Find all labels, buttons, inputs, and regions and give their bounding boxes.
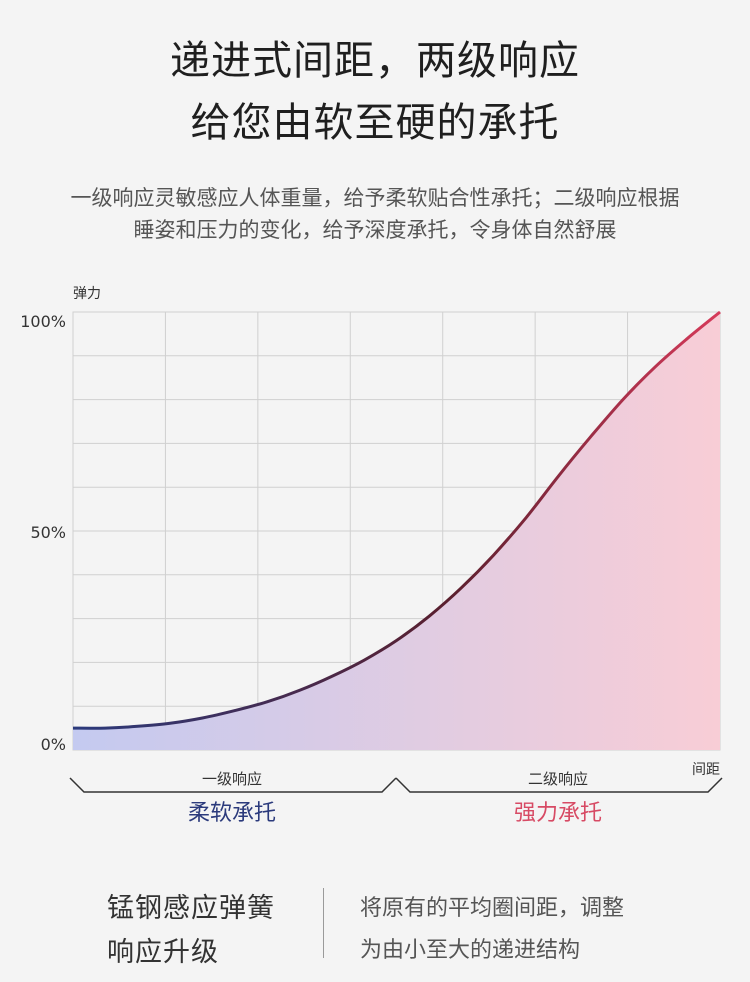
zone-label-primary: 一级响应 (202, 770, 262, 788)
curve-point (71, 726, 75, 730)
curve-point (265, 700, 269, 704)
curve-point (330, 674, 334, 678)
curve-point (653, 365, 657, 369)
zone-name-soft-support: 柔软承托 (188, 801, 276, 826)
zone-bracket-primary (69, 777, 397, 793)
curve-point (168, 721, 172, 725)
headline-line-1: 递进式间距，两级响应 (170, 38, 580, 84)
headline-line-2: 给您由软至硬的承托 (190, 100, 560, 146)
feature-title-line-1: 锰钢感应弹簧 (107, 893, 275, 924)
curve-point (362, 658, 366, 662)
elasticity-chart: 弹力 100% 50% 0% 间距 一级响应 二级响应 柔软承托 强力承托 (20, 286, 723, 826)
feature-desc-line-1: 将原有的平均圈间距，调整 (360, 896, 625, 921)
curve-point (395, 639, 399, 643)
curve-point (718, 310, 722, 314)
curve-point (621, 398, 625, 402)
curve-point (427, 614, 431, 618)
curve-point (686, 336, 690, 340)
area-fill (73, 312, 720, 750)
description-line-2: 睡姿和压力的变化，给予深度承托，令身体自然舒展 (133, 218, 617, 242)
feature-title-line-2: 响应升级 (107, 937, 219, 968)
y-tick-label-50: 50% (30, 523, 66, 542)
y-tick-label-0: 0% (41, 735, 66, 754)
x-axis-label: 间距 (692, 762, 720, 778)
curve-point (589, 435, 593, 439)
curve-point (492, 553, 496, 557)
curve-point (556, 474, 560, 478)
curve-point (200, 716, 204, 720)
curve-point (524, 516, 528, 520)
curve-point (297, 688, 301, 692)
zone-label-secondary: 二级响应 (528, 770, 588, 788)
description-line-1: 一级响应灵敏感应人体重量，给予柔软贴合性承托；二级响应根据 (70, 186, 680, 210)
curve-point (459, 586, 463, 590)
feature-divider (323, 888, 324, 958)
feature-desc-line-2: 为由小至大的递进结构 (360, 938, 581, 963)
y-axis-label: 弹力 (73, 286, 101, 302)
zone-bracket-secondary (395, 777, 723, 793)
zone-name-strong-support: 强力承托 (514, 801, 602, 826)
curve-point (136, 724, 140, 728)
series-curve (72, 310, 721, 730)
curve-point (233, 709, 237, 713)
y-tick-label-100: 100% (20, 312, 66, 331)
curve-point (103, 726, 107, 730)
